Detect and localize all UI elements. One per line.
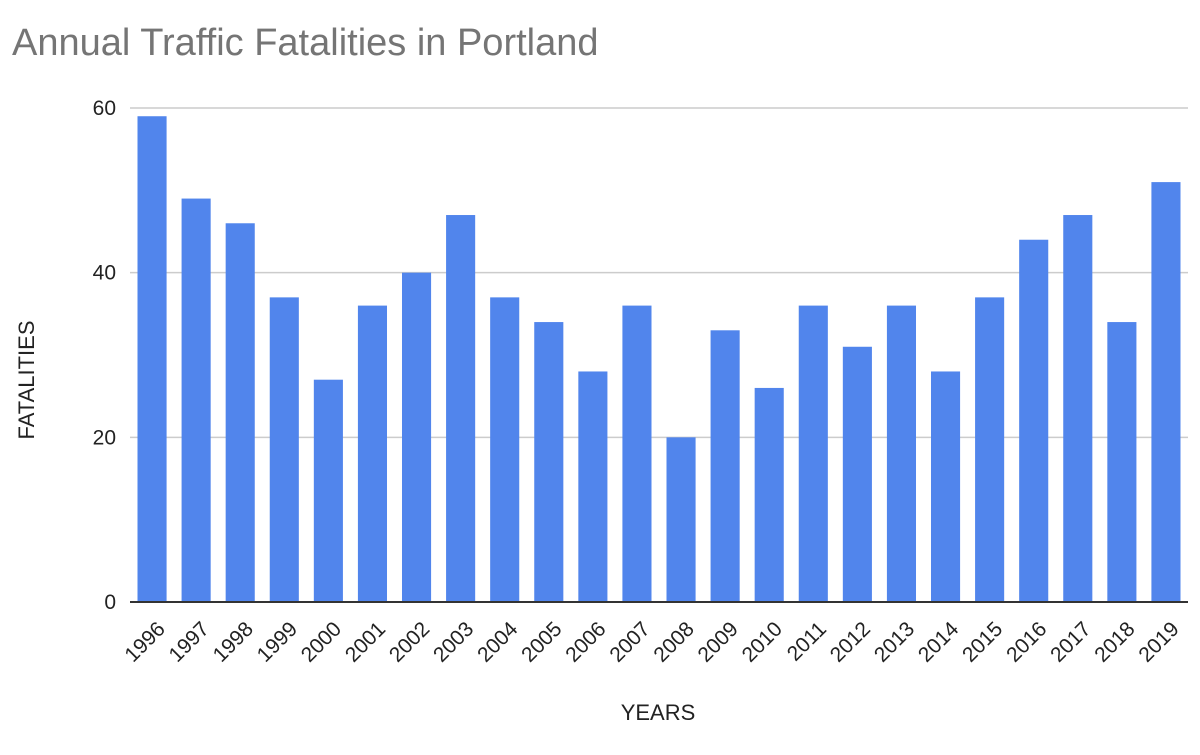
x-tick-label: 2014 — [914, 617, 964, 667]
x-tick-label: 2015 — [958, 617, 1007, 666]
bar-1997 — [181, 198, 211, 603]
x-tick-label: 2006 — [561, 617, 610, 666]
x-tick-label: 2002 — [385, 617, 434, 666]
x-tick-label: 2019 — [1134, 617, 1183, 666]
bar-2017 — [1063, 215, 1093, 603]
bar-2018 — [1107, 322, 1137, 602]
x-tick-label: 2009 — [694, 617, 743, 666]
x-tick-label: 2005 — [517, 617, 566, 666]
bar-2007 — [622, 305, 652, 602]
bars — [137, 116, 1181, 603]
x-tick-label: 1998 — [209, 617, 258, 666]
bar-2009 — [710, 330, 740, 602]
x-tick-label: 2001 — [341, 617, 390, 666]
x-tick-label: 2018 — [1090, 617, 1139, 666]
y-tick-label: 0 — [104, 591, 116, 614]
bar-2012 — [842, 346, 872, 602]
x-tick-label: 1997 — [165, 617, 214, 666]
bar-2002 — [401, 272, 432, 602]
bar-2019 — [1151, 182, 1181, 602]
bar-2014 — [930, 371, 961, 602]
x-tick-label: 2004 — [473, 617, 523, 667]
bar-1996 — [137, 116, 167, 602]
bar-2010 — [754, 387, 784, 602]
x-tick-label: 2012 — [826, 617, 875, 666]
bar-2013 — [886, 305, 917, 602]
bar-2015 — [975, 297, 1005, 602]
bar-1999 — [269, 297, 299, 602]
x-tick-label: 2016 — [1002, 617, 1051, 666]
bar-2005 — [534, 322, 564, 602]
x-tick-label: 2011 — [783, 617, 831, 665]
x-tick-label: 1996 — [120, 617, 169, 666]
x-tick-label: 2000 — [297, 617, 346, 666]
bar-2011 — [798, 305, 828, 602]
chart-title: Annual Traffic Fatalities in Portland — [12, 22, 599, 64]
bar-2006 — [578, 371, 608, 602]
x-tick-labels: 1996199719981999200020012002200320042005… — [120, 617, 1183, 667]
y-tick-labels: 0 20 40 60 — [93, 97, 116, 614]
bar-2003 — [446, 215, 476, 603]
x-tick-label: 2013 — [870, 617, 919, 666]
x-tick-label: 2010 — [738, 617, 787, 666]
bar-2016 — [1019, 239, 1049, 602]
y-axis-title: FATALITIES — [14, 321, 39, 440]
x-tick-label: 2007 — [605, 617, 654, 666]
y-tick-label: 60 — [93, 97, 116, 120]
bar-2008 — [666, 437, 696, 602]
x-tick-label: 2017 — [1046, 617, 1095, 666]
bar-2001 — [357, 305, 388, 602]
bar-2000 — [313, 379, 343, 602]
y-tick-label: 40 — [93, 262, 116, 285]
bar-1998 — [225, 223, 255, 602]
y-tick-label: 20 — [93, 426, 116, 449]
gridlines — [130, 107, 1188, 439]
x-axis-title: YEARS — [621, 700, 696, 725]
bar-2004 — [490, 297, 520, 602]
x-tick-label: 1999 — [253, 617, 302, 666]
x-tick-label: 2008 — [649, 617, 698, 666]
x-tick-label: 2003 — [429, 617, 478, 666]
